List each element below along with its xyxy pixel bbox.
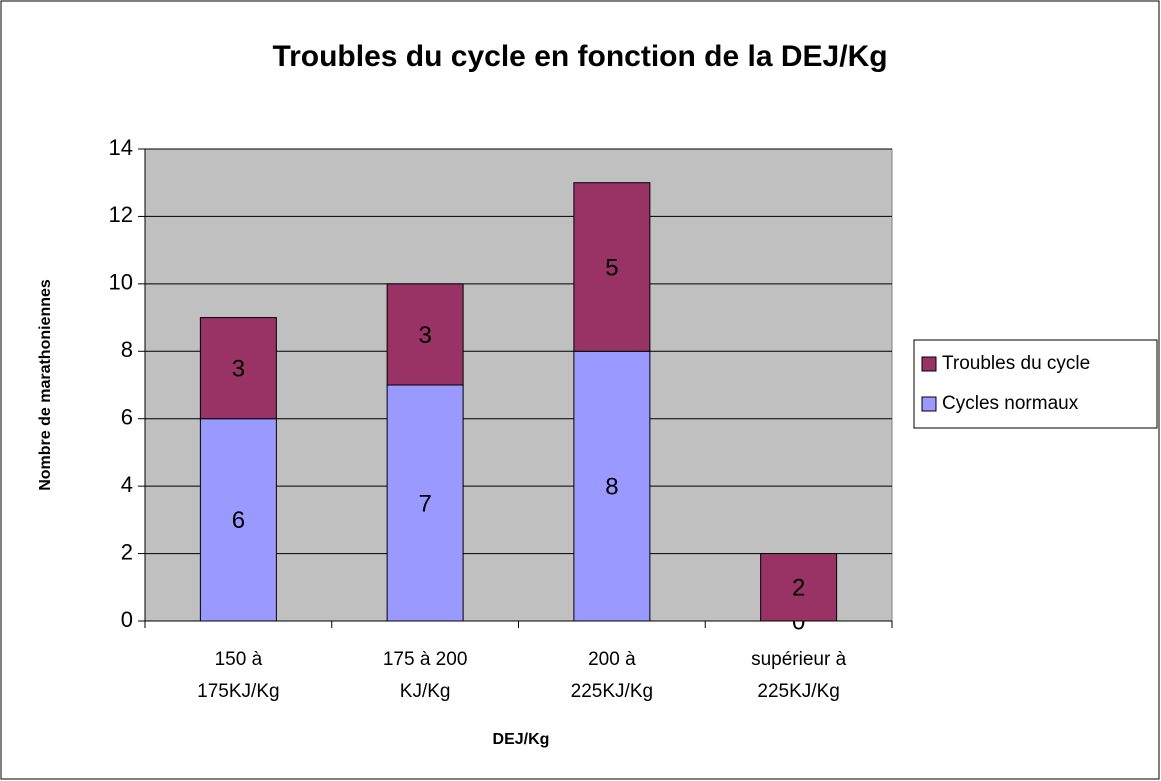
chart-title: Troubles du cycle en fonction de la DEJ/… xyxy=(272,40,887,73)
legend-swatch xyxy=(921,396,937,412)
x-tick-label: 150 à 175KJ/Kg xyxy=(197,649,279,702)
legend-label: Cycles normaux xyxy=(942,393,1079,414)
x-tick-label: 200 à 225KJ/Kg xyxy=(571,649,653,702)
x-tick-label: supérieur à 225KJ/Kg xyxy=(751,649,846,702)
y-axis-label: Nombre de marathoniennes xyxy=(37,279,54,491)
y-tick-label: 14 xyxy=(109,135,133,160)
x-axis-label: DEJ/Kg xyxy=(493,731,550,748)
y-tick-label: 8 xyxy=(121,337,133,362)
data-label: 6 xyxy=(232,507,245,534)
bar-segment xyxy=(760,553,838,622)
legend-label: Troubles du cycle xyxy=(942,353,1090,374)
y-tick-label: 10 xyxy=(109,270,133,295)
bar-segment xyxy=(573,182,651,352)
legend-swatch xyxy=(921,356,937,372)
x-tick-label: 175 à 200 KJ/Kg xyxy=(383,649,468,702)
bar-segment xyxy=(199,317,277,420)
data-label: 8 xyxy=(605,473,618,500)
y-tick-label: 2 xyxy=(121,539,133,564)
data-label: 3 xyxy=(418,322,431,349)
bar-segment xyxy=(386,384,464,622)
data-label: 2 xyxy=(792,575,805,602)
y-tick-label: 4 xyxy=(121,472,133,497)
bar-segment xyxy=(386,283,464,386)
y-tick-label: 6 xyxy=(121,405,133,430)
data-label: 3 xyxy=(232,355,245,382)
legend-box xyxy=(913,339,1158,429)
data-label: 7 xyxy=(418,490,431,517)
data-label: 5 xyxy=(605,254,618,281)
y-tick-label: 12 xyxy=(109,202,133,227)
y-tick-label: 0 xyxy=(121,607,133,632)
bar-segment xyxy=(573,350,651,622)
